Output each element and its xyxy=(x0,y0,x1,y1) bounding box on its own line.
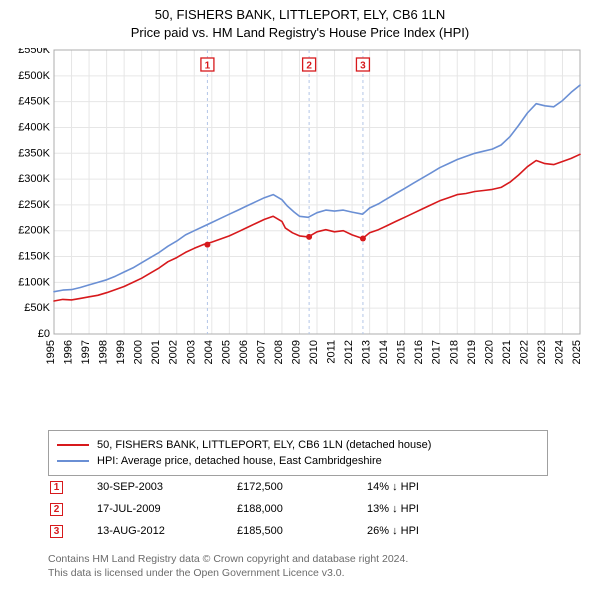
svg-text:2002: 2002 xyxy=(168,340,180,364)
svg-text:2024: 2024 xyxy=(553,340,565,364)
legend-item: 50, FISHERS BANK, LITTLEPORT, ELY, CB6 1… xyxy=(57,437,539,453)
transaction-marker: 2 xyxy=(50,503,63,516)
svg-text:2022: 2022 xyxy=(518,340,530,364)
legend-label: 50, FISHERS BANK, LITTLEPORT, ELY, CB6 1… xyxy=(97,439,431,451)
legend-swatch xyxy=(57,444,89,446)
svg-text:2011: 2011 xyxy=(326,340,338,364)
svg-text:2013: 2013 xyxy=(361,340,373,364)
svg-text:2018: 2018 xyxy=(448,340,460,364)
transaction-marker: 3 xyxy=(50,525,63,538)
transaction-date: 17-JUL-2009 xyxy=(97,503,237,515)
transaction-pct: 14% ↓ HPI xyxy=(367,481,487,493)
transaction-pct: 13% ↓ HPI xyxy=(367,503,487,515)
svg-text:1: 1 xyxy=(205,61,211,72)
svg-text:1996: 1996 xyxy=(63,340,75,364)
svg-text:1999: 1999 xyxy=(115,340,127,364)
license-text: Contains HM Land Registry data © Crown c… xyxy=(48,552,548,580)
svg-text:2006: 2006 xyxy=(238,340,250,364)
transaction-table: 1 30-SEP-2003£172,50014% ↓ HPI 2 17-JUL-200… xyxy=(48,476,548,542)
title-line-1: 50, FISHERS BANK, LITTLEPORT, ELY, CB6 1… xyxy=(0,6,600,24)
title-line-2: Price paid vs. HM Land Registry's House … xyxy=(0,24,600,42)
transaction-date: 30-SEP-2003 xyxy=(97,481,237,493)
svg-text:2009: 2009 xyxy=(290,340,302,364)
transaction-row: 2 17-JUL-2009£188,00013% ↓ HPI xyxy=(48,498,548,520)
svg-text:2017: 2017 xyxy=(431,340,443,364)
svg-text:£50K: £50K xyxy=(24,302,50,314)
legend-label: HPI: Average price, detached house, East… xyxy=(97,455,382,467)
svg-text:2015: 2015 xyxy=(396,340,408,364)
transaction-price: £185,500 xyxy=(237,525,367,537)
svg-text:2: 2 xyxy=(306,61,312,72)
transaction-price: £188,000 xyxy=(237,503,367,515)
svg-text:1998: 1998 xyxy=(98,340,110,364)
chart-area: £0 £50K £100K £150K £200K £250K £300K £350K £400… xyxy=(14,48,586,392)
license-line-1: Contains HM Land Registry data © Crown c… xyxy=(48,553,408,565)
transaction-price: £172,500 xyxy=(237,481,367,493)
svg-text:2023: 2023 xyxy=(536,340,548,364)
svg-text:£250K: £250K xyxy=(18,199,50,211)
svg-text:2016: 2016 xyxy=(413,340,425,364)
svg-text:2003: 2003 xyxy=(185,340,197,364)
svg-text:2008: 2008 xyxy=(273,340,285,364)
svg-text:£100K: £100K xyxy=(18,276,50,288)
legend-item: HPI: Average price, detached house, East… xyxy=(57,453,539,469)
transaction-marker: 1 xyxy=(50,481,63,494)
svg-text:£300K: £300K xyxy=(18,173,50,185)
svg-text:2021: 2021 xyxy=(501,340,513,364)
svg-text:1995: 1995 xyxy=(45,340,57,364)
svg-text:2005: 2005 xyxy=(220,340,232,364)
svg-text:2010: 2010 xyxy=(308,340,320,364)
svg-text:£150K: £150K xyxy=(18,251,50,263)
chart-title: 50, FISHERS BANK, LITTLEPORT, ELY, CB6 1… xyxy=(0,0,600,41)
svg-text:£500K: £500K xyxy=(18,70,50,82)
line-chart-svg: £0 £50K £100K £150K £200K £250K £300K £350K £400… xyxy=(14,48,586,392)
svg-text:2020: 2020 xyxy=(483,340,495,364)
svg-text:£200K: £200K xyxy=(18,225,50,237)
svg-text:2001: 2001 xyxy=(150,340,162,364)
svg-text:£0: £0 xyxy=(38,328,50,340)
svg-text:2025: 2025 xyxy=(571,340,583,364)
svg-text:2007: 2007 xyxy=(255,340,267,364)
svg-text:2019: 2019 xyxy=(466,340,478,364)
svg-text:1997: 1997 xyxy=(80,340,92,364)
svg-text:2014: 2014 xyxy=(378,340,390,364)
svg-text:£350K: £350K xyxy=(18,147,50,159)
svg-text:£450K: £450K xyxy=(18,96,50,108)
svg-text:3: 3 xyxy=(360,61,366,72)
svg-text:£550K: £550K xyxy=(18,48,50,56)
transaction-pct: 26% ↓ HPI xyxy=(367,525,487,537)
svg-text:2004: 2004 xyxy=(203,340,215,364)
transaction-row: 3 13-AUG-2012£185,50026% ↓ HPI xyxy=(48,520,548,542)
svg-text:£400K: £400K xyxy=(18,121,50,133)
svg-text:2000: 2000 xyxy=(133,340,145,364)
transaction-date: 13-AUG-2012 xyxy=(97,525,237,537)
transaction-row: 1 30-SEP-2003£172,50014% ↓ HPI xyxy=(48,476,548,498)
svg-text:2012: 2012 xyxy=(343,340,355,364)
legend-swatch xyxy=(57,460,89,462)
legend: 50, FISHERS BANK, LITTLEPORT, ELY, CB6 1… xyxy=(48,430,548,476)
license-line-2: This data is licensed under the Open Gov… xyxy=(48,567,345,579)
